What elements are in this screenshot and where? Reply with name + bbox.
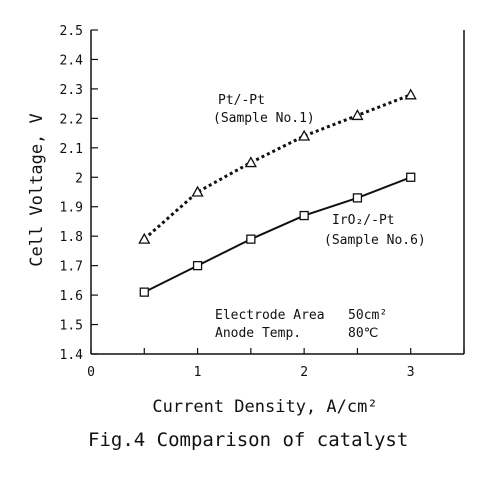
series-markers (138, 88, 417, 297)
y-tick-label-11: 2.5 (60, 24, 83, 39)
y-tick-label-4: 1.8 (60, 230, 83, 245)
series-0-point-0 (138, 232, 151, 244)
y-tick-label-5: 1.9 (60, 201, 83, 216)
series-1-point-5 (406, 172, 416, 182)
y-axis-ticks: 1.4 1.5 1.6 1.7 1.8 1.9 2 2.1 2.2 2.3 2.4 2.5 (60, 24, 98, 363)
series-label-iro2-line2: (Sample No.6) (324, 233, 426, 248)
series-lines (143, 93, 412, 293)
series-1-point-3 (299, 210, 309, 221)
series-0-point-3 (298, 129, 311, 141)
y-tick-label-1: 1.5 (60, 319, 83, 334)
y-tick-label-8: 2.2 (60, 112, 83, 127)
y-tick-label-2: 1.6 (60, 289, 83, 304)
x-axis-ticks: 0 1 2 3 (87, 348, 465, 380)
y-axis-title: Cell Voltage, V (27, 113, 47, 267)
y-tick-label-6: 2 (75, 171, 83, 186)
series-0-point-4 (351, 109, 364, 121)
series-label-pt-line1: Pt/-Pt (218, 93, 265, 108)
series-line-1 (143, 176, 412, 293)
y-tick-label-10: 2.4 (60, 53, 84, 68)
series-line-0 (143, 93, 412, 241)
figure-caption: Fig.4 Comparison of catalyst (88, 429, 408, 451)
series-label-pt-line2: (Sample No.1) (213, 111, 315, 126)
x-axis-title: Current Density, A/cm² (152, 397, 377, 417)
annotation-electrode-area: Electrode Area 50cm² (215, 308, 387, 323)
y-tick-label-9: 2.3 (60, 83, 83, 98)
y-tick-label-7: 2.1 (60, 142, 83, 157)
x-tick-label-3: 3 (407, 365, 415, 380)
annotation-anode-temp: Anode Temp. 80℃ (215, 326, 378, 341)
series-0-point-5 (404, 88, 417, 100)
x-tick-label-0: 0 (87, 365, 95, 380)
plot-axes (90, 30, 465, 355)
series-1-point-2 (246, 234, 256, 244)
x-tick-label-2: 2 (300, 365, 308, 380)
series-1-point-0 (139, 287, 149, 297)
y-tick-label-3: 1.7 (60, 260, 83, 275)
series-0-point-2 (244, 156, 257, 168)
series-label-iro2-line1: IrO₂/-Pt (332, 213, 395, 228)
series-0-point-1 (191, 185, 204, 197)
series-1-point-1 (192, 260, 203, 271)
series-1-point-4 (352, 193, 363, 203)
y-tick-label-0: 1.4 (60, 348, 84, 363)
x-tick-label-1: 1 (194, 365, 202, 380)
